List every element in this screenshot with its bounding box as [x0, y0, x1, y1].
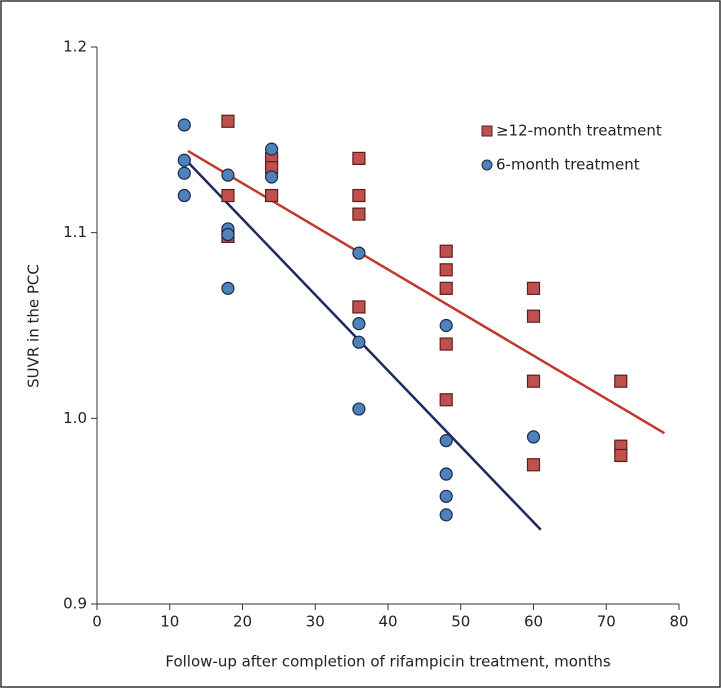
- point: [526, 309, 541, 323]
- point: [439, 263, 453, 277]
- y-tick-label: 1.2: [63, 38, 87, 56]
- point: [614, 448, 628, 463]
- x-tick-label: 50: [451, 613, 470, 631]
- point: [526, 281, 541, 295]
- point: [221, 188, 235, 203]
- point: [526, 374, 541, 388]
- fit-line: [187, 149, 666, 435]
- point: [221, 281, 235, 295]
- point: [352, 402, 366, 416]
- point: [352, 300, 366, 314]
- point: [265, 188, 279, 203]
- point: [221, 168, 235, 182]
- point: [439, 489, 453, 503]
- point: [352, 317, 366, 331]
- x-tick-label: 40: [378, 613, 397, 631]
- x-tick-label: 70: [597, 613, 616, 631]
- legend-label: ≥12-month treatment: [496, 122, 662, 140]
- point: [439, 244, 453, 258]
- point: [221, 114, 235, 128]
- point: [526, 458, 541, 472]
- point: [177, 188, 191, 203]
- x-tick-label: 80: [669, 613, 688, 631]
- point: [352, 188, 366, 203]
- point: [439, 508, 453, 522]
- y-tick-label: 0.9: [63, 595, 87, 613]
- point: [439, 393, 453, 407]
- x-tick-label: 10: [160, 613, 179, 631]
- y-tick-label: 1.1: [63, 223, 87, 241]
- point: [177, 166, 191, 180]
- x-tick-label: 30: [306, 613, 325, 631]
- point: [614, 374, 628, 388]
- point: [439, 337, 453, 351]
- point: [352, 335, 366, 349]
- x-axis-label: Follow-up after completion of rifampicin…: [165, 653, 610, 671]
- point: [439, 318, 453, 333]
- point: [439, 281, 453, 295]
- point: [177, 153, 191, 167]
- point: [526, 430, 541, 444]
- point: [221, 227, 235, 242]
- point: [352, 207, 366, 221]
- point: [439, 467, 453, 481]
- y-axis-label: SUVR in the PCC: [25, 264, 43, 388]
- x-tick-label: 0: [92, 613, 102, 631]
- point: [352, 151, 366, 165]
- x-tick-label: 20: [233, 613, 252, 631]
- point: [352, 246, 366, 260]
- point: [265, 170, 279, 184]
- legend-label: 6-month treatment: [496, 156, 640, 174]
- point: [439, 434, 453, 448]
- y-tick-label: 1.0: [63, 409, 87, 427]
- point: [265, 142, 279, 156]
- x-tick-label: 60: [524, 613, 543, 631]
- point: [177, 118, 191, 132]
- legend-marker: [481, 125, 493, 137]
- legend-marker: [481, 159, 493, 171]
